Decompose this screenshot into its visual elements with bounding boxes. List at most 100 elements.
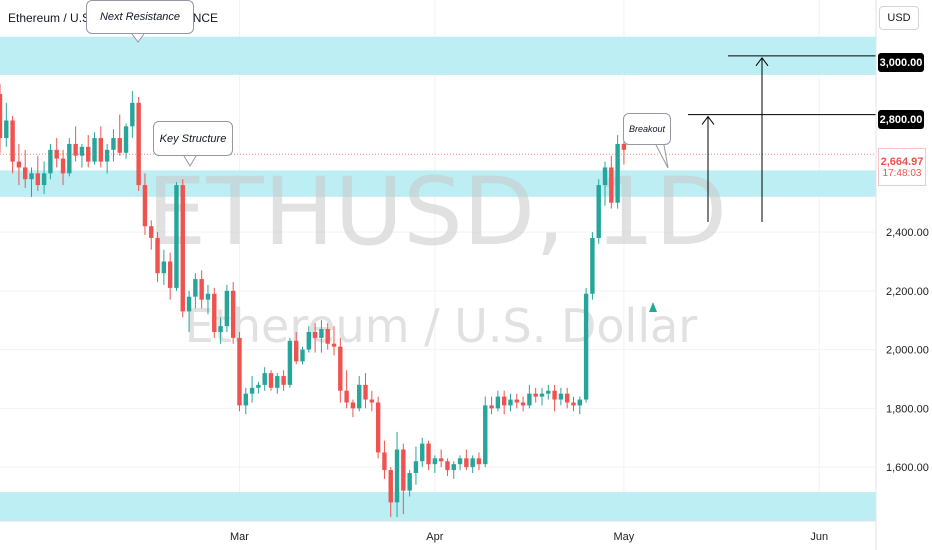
candle-body — [514, 399, 519, 403]
candle-body — [438, 458, 444, 462]
candle-body — [552, 390, 557, 400]
candle-body — [357, 384, 362, 409]
candle-body — [583, 293, 589, 400]
candle-body — [407, 472, 412, 491]
next-resistance-callout[interactable]: Next Resistance — [86, 0, 194, 34]
last-price-value: 2,664.97 — [880, 155, 924, 168]
date-tick-label: May — [614, 531, 635, 543]
candle-body — [451, 464, 456, 471]
candle-body — [558, 393, 564, 400]
candle-body — [67, 143, 72, 174]
candle-body — [338, 346, 343, 391]
candle-body — [520, 402, 526, 406]
candle-body — [476, 458, 482, 465]
last-price-tag[interactable]: 2,664.97 17:48:03 — [878, 148, 926, 186]
key-structure-label: Key Structure — [159, 132, 227, 145]
date-tick-label: Mar — [230, 531, 249, 543]
candle-body — [123, 126, 129, 153]
next-resistance-label: Next Resistance — [99, 11, 181, 23]
candle-body — [483, 405, 488, 465]
candle-body — [382, 452, 387, 471]
candle-body — [508, 399, 513, 406]
candle-body — [432, 458, 438, 465]
candle-body — [577, 399, 583, 406]
candle-body — [312, 331, 318, 338]
breakout-callout[interactable]: Breakout — [623, 113, 671, 145]
candle-body — [369, 399, 375, 403]
candle-body — [0, 94, 3, 139]
candle-body — [564, 393, 570, 403]
price-tick-label: 2,200.00 — [886, 286, 929, 298]
candle-body — [60, 158, 66, 174]
candle-body — [149, 226, 154, 238]
candle-body — [205, 293, 211, 300]
currency-button[interactable]: USD — [879, 6, 919, 30]
callout-pointer — [183, 155, 197, 167]
callout-pointer — [655, 144, 669, 169]
candle-body — [331, 343, 337, 347]
candle-body — [293, 340, 299, 362]
candle-body — [300, 349, 305, 362]
candle-body — [602, 167, 608, 186]
candle-body — [86, 146, 91, 162]
key-structure-callout[interactable]: Key Structure — [153, 121, 233, 156]
candle-body — [212, 293, 217, 332]
candle-body — [464, 458, 469, 468]
candle-body — [319, 329, 324, 338]
target-3000-tag[interactable]: 3,000.00 — [878, 53, 924, 72]
candle-body — [527, 393, 532, 406]
watermark-ticker: ETHUSD, 1D — [147, 158, 727, 267]
drawings — [0, 33, 876, 312]
candle-body — [363, 384, 368, 400]
candle-body — [29, 173, 34, 180]
candle-body — [111, 138, 116, 150]
callout-pointer — [131, 33, 145, 43]
candle-body — [136, 102, 141, 186]
candle-body — [23, 167, 28, 180]
candle-body — [16, 161, 22, 168]
candle-body — [54, 149, 59, 159]
candle-body — [426, 443, 431, 465]
candle-body — [48, 149, 53, 174]
candle-body — [180, 185, 185, 312]
watermark: ETHUSD, 1D Ethereum / U.S. Dollar — [147, 158, 727, 353]
candle-body — [73, 143, 78, 156]
candle-body — [268, 373, 274, 388]
candles — [0, 83, 627, 518]
candle-body — [413, 461, 419, 473]
price-tick-label: 1,600.00 — [886, 462, 929, 474]
watermark-name: Ethereum / U.S. Dollar — [185, 299, 698, 353]
target-2800-tag[interactable]: 2,800.00 — [878, 110, 924, 129]
candle-body — [237, 337, 242, 406]
candle-body — [35, 173, 41, 186]
candle-body — [130, 102, 135, 127]
candle-body — [161, 261, 167, 274]
candle-body — [375, 402, 381, 453]
candle-body — [230, 290, 236, 338]
candle-body — [174, 185, 179, 288]
price-tick-label: 2,000.00 — [886, 345, 929, 357]
candle-body — [117, 138, 122, 153]
candle-body — [287, 340, 293, 385]
candle-body — [546, 390, 551, 394]
candle-body — [401, 449, 406, 491]
candle-body — [92, 138, 97, 162]
grid-lines — [0, 0, 876, 520]
candle-body — [275, 376, 280, 388]
price-tick-label: 1,800.00 — [886, 403, 929, 415]
date-axis: Mar Apr May Jun — [230, 531, 828, 543]
candle-body — [615, 143, 620, 203]
candle-body — [199, 279, 204, 300]
candle-body — [501, 396, 507, 406]
candle-body — [142, 185, 148, 227]
candle-body — [104, 149, 110, 162]
date-tick-label: Apr — [426, 531, 443, 543]
candle-body — [495, 396, 501, 409]
candle-body — [388, 470, 393, 503]
candle-body — [41, 173, 47, 186]
countdown-value: 17:48:03 — [882, 167, 922, 179]
candle-body — [325, 329, 330, 344]
candle-body — [281, 376, 286, 385]
candle-body — [4, 120, 9, 139]
